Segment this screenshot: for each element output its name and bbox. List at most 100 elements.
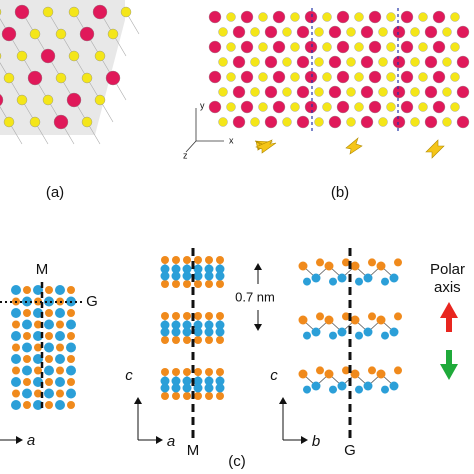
atom <box>316 366 324 375</box>
atom <box>22 365 32 376</box>
atom <box>22 388 32 399</box>
atom <box>45 309 53 317</box>
selenium-atom <box>400 10 414 24</box>
atom <box>23 401 31 409</box>
tin-atom <box>258 72 268 82</box>
atom <box>34 343 42 352</box>
atom <box>161 280 169 288</box>
selenium-atom <box>272 40 286 54</box>
atom <box>33 331 43 341</box>
atom <box>161 312 169 320</box>
atom <box>67 401 75 409</box>
tin-atom <box>410 27 420 37</box>
selenium-atom <box>232 25 246 39</box>
tin-atom <box>226 102 236 112</box>
tin-atom <box>218 27 228 37</box>
selenium-atom <box>368 100 382 114</box>
tin-atom <box>290 42 300 52</box>
tin-atom <box>322 102 332 112</box>
atom <box>311 327 321 337</box>
atom <box>172 368 180 376</box>
atom <box>44 342 54 353</box>
panel-label: (b) <box>331 184 349 201</box>
selenium-atom <box>336 10 350 24</box>
atom <box>45 355 53 363</box>
atom <box>34 366 42 375</box>
atom <box>183 312 191 320</box>
atom <box>55 285 65 295</box>
atom <box>342 258 350 267</box>
selenium-atom <box>400 100 414 114</box>
atom <box>22 319 32 330</box>
atom <box>215 271 225 281</box>
atom <box>182 383 192 393</box>
selenium-atom <box>240 100 254 114</box>
atom <box>363 327 373 337</box>
atom <box>303 277 311 286</box>
tin-atom <box>42 94 54 106</box>
polar-title: Polar <box>430 261 465 278</box>
axis-label: b <box>312 433 320 450</box>
atom <box>376 261 386 271</box>
tin-atom <box>314 57 324 67</box>
atom <box>160 383 170 393</box>
selenium-atom <box>368 10 382 24</box>
atom <box>55 308 65 318</box>
atom <box>342 366 350 375</box>
atom <box>381 385 389 394</box>
tin-atom <box>226 42 236 52</box>
panel-label: (a) <box>46 184 64 201</box>
polar-title: axis <box>434 279 461 296</box>
panel-label: (c) <box>228 453 246 470</box>
selenium-atom <box>40 48 56 64</box>
tin-atom <box>418 72 428 82</box>
atom <box>45 378 53 386</box>
selenium-atom <box>400 70 414 84</box>
selenium-atom <box>27 70 43 86</box>
axis-label: x <box>229 135 234 145</box>
selenium-atom <box>360 85 374 99</box>
atom <box>316 258 324 267</box>
atom <box>11 285 21 295</box>
tin-atom <box>81 72 93 84</box>
atom <box>205 256 213 264</box>
tin-atom <box>450 72 460 82</box>
selenium-atom <box>336 40 350 54</box>
direction-arrows <box>254 137 445 159</box>
selenium-atom <box>105 70 121 86</box>
atom <box>160 271 170 281</box>
atom <box>11 331 21 341</box>
atom <box>394 366 402 375</box>
atom <box>55 377 65 387</box>
tin-atom <box>3 116 15 128</box>
atom <box>183 336 191 344</box>
tin-atom <box>450 102 460 112</box>
atom <box>171 376 181 386</box>
atom <box>311 273 321 283</box>
atom <box>193 327 203 337</box>
atom <box>194 280 202 288</box>
atom <box>44 365 54 376</box>
selenium-atom <box>360 55 374 69</box>
tin-atom <box>250 87 260 97</box>
selenium-atom <box>456 25 470 39</box>
selenium-atom <box>264 25 278 39</box>
atom <box>342 312 350 321</box>
atom <box>67 355 75 363</box>
atom <box>389 273 399 283</box>
selenium-atom <box>208 70 222 84</box>
atom <box>355 277 363 286</box>
tin-atom <box>226 72 236 82</box>
atom <box>12 343 20 352</box>
atom <box>204 320 214 330</box>
atom <box>172 336 180 344</box>
atom <box>350 369 360 379</box>
atom <box>171 383 181 393</box>
line-label: G <box>86 293 98 310</box>
atom <box>298 369 308 379</box>
atom <box>182 327 192 337</box>
atom <box>215 327 225 337</box>
tin-atom <box>346 117 356 127</box>
atom <box>66 319 76 330</box>
tin-atom <box>418 42 428 52</box>
